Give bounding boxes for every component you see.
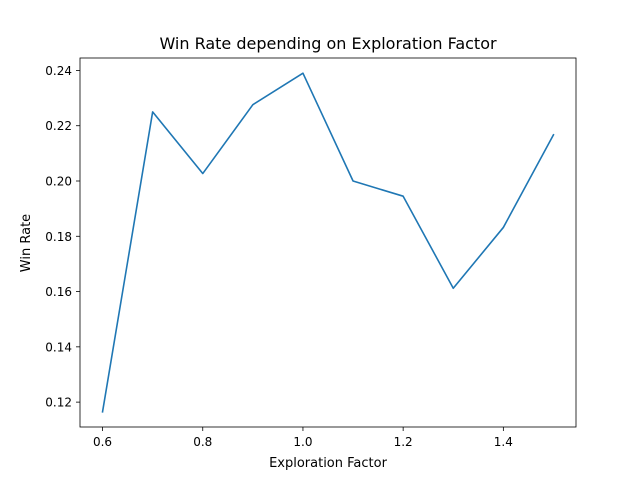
x-tick-label: 1.4 xyxy=(494,435,513,449)
y-tick-label: 0.22 xyxy=(45,119,72,133)
y-tick-label: 0.18 xyxy=(45,230,72,244)
x-tick-label: 0.8 xyxy=(193,435,212,449)
y-tick-label: 0.24 xyxy=(45,64,72,78)
y-tick-label: 0.12 xyxy=(45,396,72,410)
y-axis-label: Win Rate xyxy=(19,214,34,272)
y-tick-label: 0.20 xyxy=(45,175,72,189)
plot-area xyxy=(79,57,577,428)
x-tick-label: 0.6 xyxy=(93,435,112,449)
y-axis: 0.12 0.14 0.16 0.18 0.20 0.22 0.24 xyxy=(45,64,80,410)
x-tick-label: 1.0 xyxy=(293,435,312,449)
x-axis-label: Exploration Factor xyxy=(269,456,388,471)
x-axis: 0.6 0.8 1.0 1.2 1.4 xyxy=(93,427,513,449)
x-tick-label: 1.2 xyxy=(394,435,413,449)
y-tick-label: 0.16 xyxy=(45,285,72,299)
series-line-0 xyxy=(101,72,555,413)
y-tick-label: 0.14 xyxy=(45,340,72,354)
chart-title: Win Rate depending on Exploration Factor xyxy=(159,34,497,53)
plot-frame xyxy=(79,57,577,428)
